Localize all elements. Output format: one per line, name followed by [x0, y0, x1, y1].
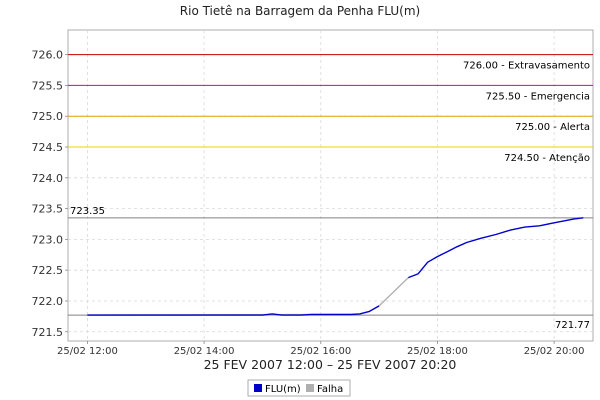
reference-label: 721.77 [555, 320, 590, 331]
reference-label: 723.35 [70, 206, 105, 217]
series-line-flu [87, 305, 380, 316]
y-tick-label: 722.0 [32, 295, 64, 308]
series-lines [87, 217, 584, 316]
legend-box [247, 379, 351, 397]
x-axis-ticks: 25/02 12:00 25/02 14:00 25/02 16:00 25/02 1… [57, 341, 585, 357]
x-tick-label: 25/02 20:00 [524, 346, 585, 357]
series-line-flu [408, 217, 584, 279]
y-tick-label: 725.5 [32, 79, 64, 92]
legend: FLU(m) Falha [247, 379, 351, 397]
reference-labels: 726.00 - Extravasamento 725.50 - Emergenc… [70, 61, 590, 332]
x-tick-label: 25/02 18:00 [407, 346, 468, 357]
reference-label: 726.00 - Extravasamento [463, 61, 590, 72]
y-tick-label: 726.0 [32, 49, 64, 62]
reference-label: 725.00 - Alerta [515, 122, 590, 133]
series-line-falha [378, 277, 409, 307]
x-tick-label: 25/02 16:00 [290, 346, 351, 357]
legend-swatch-falha [306, 384, 314, 392]
chart-title: Rio Tietê na Barragem da Penha FLU(m) [180, 4, 420, 18]
reference-label: 725.50 - Emergencia [486, 91, 590, 102]
legend-label-flu: FLU(m) [265, 384, 301, 395]
y-tick-label: 724.5 [32, 141, 64, 154]
y-tick-label: 725.0 [32, 110, 64, 123]
y-tick-label: 722.5 [32, 264, 64, 277]
plot-area [67, 29, 594, 342]
y-tick-label: 723.0 [32, 233, 64, 246]
y-axis-ticks: 721.5 722.0 722.5 723.0 723.5 724.0 724.5 725.0… [32, 49, 68, 339]
x-tick-label: 25/02 12:00 [57, 346, 118, 357]
y-tick-label: 721.5 [32, 326, 64, 339]
reference-lines [68, 54, 593, 316]
grid-lines [68, 30, 593, 341]
legend-swatch-flu [254, 384, 262, 392]
reference-label: 724.50 - Atenção [504, 153, 590, 164]
y-tick-label: 724.0 [32, 172, 64, 185]
legend-label-falha: Falha [317, 384, 343, 395]
x-axis-label: 25 FEV 2007 12:00 – 25 FEV 2007 20:20 [204, 357, 457, 372]
x-tick-label: 25/02 14:00 [174, 346, 235, 357]
y-tick-label: 723.5 [32, 203, 64, 216]
